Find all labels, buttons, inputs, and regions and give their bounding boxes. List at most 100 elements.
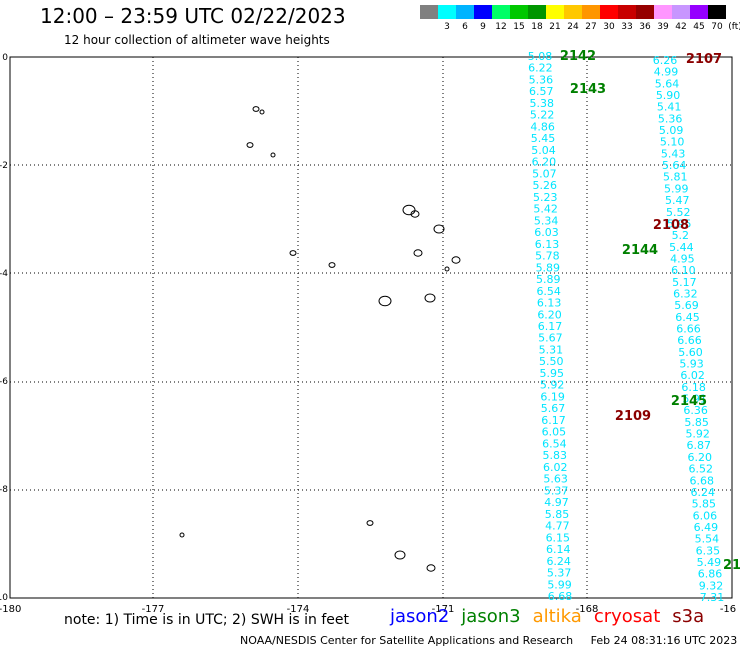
legend-label: 42	[675, 22, 687, 32]
pass-label: 21	[723, 558, 740, 573]
plot-frame	[9, 56, 733, 599]
wave-height-right: 5.54	[695, 533, 720, 546]
wave-height-left: 6.54	[536, 285, 561, 298]
wave-height-left: 6.20	[537, 308, 562, 321]
wave-height-left: 5.89	[536, 273, 561, 286]
wave-height-left: 5.78	[535, 250, 560, 263]
wave-height-right: 4.95	[670, 252, 695, 265]
wave-height-left: 5.04	[531, 144, 556, 157]
wave-height-right: 6.36	[683, 404, 708, 417]
wave-height-left: 5.83	[543, 449, 568, 462]
wave-height-right: 5.10	[660, 136, 685, 149]
legend-label: 18	[531, 22, 543, 32]
lon-tick-label: -16	[720, 604, 736, 615]
wave-height-right: 5.90	[656, 89, 681, 102]
wave-height-right: 6.26	[653, 54, 678, 67]
wave-height-left: 5.85	[545, 508, 570, 521]
legend-label: 9	[480, 22, 486, 32]
wave-height-right: 5.81	[663, 171, 688, 184]
wave-height-right: 5.43	[661, 147, 686, 160]
island-outline	[402, 204, 416, 216]
legend-label: 33	[621, 22, 633, 32]
wave-height-left: 5.50	[539, 355, 564, 368]
wave-height-left: 6.02	[543, 461, 568, 474]
wave-height-right: 5.41	[657, 101, 682, 114]
satellite-s3a: s3a	[672, 606, 705, 627]
wave-height-left: 5.67	[538, 332, 563, 345]
legend-swatch	[528, 5, 546, 19]
legend-label: 3	[444, 22, 450, 32]
island-outline	[424, 293, 436, 303]
legend-label: 27	[585, 22, 597, 32]
lon-tick-label: -171	[432, 604, 455, 615]
wave-height-left: 4.86	[530, 120, 555, 133]
island-outline	[246, 142, 254, 148]
wave-height-right: 6.06	[693, 509, 718, 522]
wave-height-right: 5.52	[666, 206, 691, 219]
wave-height-right: 5.93	[679, 358, 704, 371]
legend-swatch	[618, 5, 636, 19]
island-outline	[252, 106, 260, 112]
legend-swatch	[654, 5, 672, 19]
wave-height-left: 6.05	[542, 426, 567, 439]
wave-height-left: 5.26	[533, 179, 558, 192]
legend-swatch	[546, 5, 564, 19]
legend-swatch	[672, 5, 690, 19]
wave-height-right: 6.02	[680, 369, 705, 382]
wave-height-left: 6.22	[528, 62, 553, 75]
wave-height-right: 5.47	[665, 194, 690, 207]
credit-line: NOAA/NESDIS Center for Satellite Applica…	[240, 634, 737, 647]
wave-height-right: 6.10	[671, 264, 696, 277]
footer-note: note: 1) Time is in UTC; 2) SWH is in fe…	[64, 612, 350, 628]
wave-height-right: 6.49	[694, 521, 719, 534]
legend-swatch	[690, 5, 708, 19]
legend-label: 30	[603, 22, 615, 32]
legend-swatches	[420, 5, 740, 19]
wave-height-left: 5.42	[533, 203, 558, 216]
legend-swatch	[456, 5, 474, 19]
legend-swatch	[492, 5, 510, 19]
wave-height-left: 5.36	[529, 73, 554, 86]
satellite-jason3: jason3	[461, 606, 521, 627]
satellite-jason2: jason2	[390, 606, 450, 627]
wave-height-right: 5.95	[667, 217, 692, 230]
wave-height-left: 5.38	[529, 97, 554, 110]
lat-tick-label: -2	[0, 161, 8, 171]
wave-height-left: 4.77	[545, 520, 570, 533]
satellite-altika: altika	[532, 606, 582, 627]
lon-tick-label: -177	[142, 604, 165, 615]
wave-height-right: 9.32	[699, 579, 724, 592]
wave-height-right: 6.24	[691, 486, 716, 499]
wave-height-right: 5.49	[697, 556, 722, 569]
wave-height-right: 5.85	[692, 498, 717, 511]
legend-label: 12	[495, 22, 507, 32]
lat-tick-label: -10	[0, 593, 8, 603]
lon-tick-label: -168	[576, 604, 599, 615]
timestamp: Feb 24 08:31:16 UTC 2023	[590, 634, 738, 647]
wave-height-left: 6.19	[540, 390, 565, 403]
wave-height-right: 6.52	[689, 463, 714, 476]
wave-height-right: 5.17	[672, 276, 697, 289]
legend-swatch	[438, 5, 456, 19]
wave-height-left: 5.67	[541, 402, 566, 415]
legend-swatch	[564, 5, 582, 19]
page-subtitle: 12 hour collection of altimeter wave hei…	[64, 33, 330, 47]
wave-height-right: 5.91	[682, 393, 707, 406]
pass-label: 2144	[622, 243, 658, 258]
wave-height-right: 6.68	[690, 474, 715, 487]
lon-tick-label: -174	[287, 604, 310, 615]
wave-height-right: 5.2	[672, 229, 690, 242]
island-outline	[366, 520, 374, 526]
wave-height-right: 6.45	[675, 311, 700, 324]
pass-label: 2107	[686, 52, 722, 67]
wave-height-right: 6.32	[673, 287, 698, 300]
wave-height-right: 6.86	[698, 568, 723, 581]
wave-height-left: 6.68	[548, 590, 573, 603]
wave-height-left: 6.24	[546, 555, 571, 568]
lat-tick-label: -6	[0, 377, 8, 387]
wave-height-left: 6.57	[529, 85, 554, 98]
wave-height-right: 6.87	[686, 439, 711, 452]
wave-height-right: 5.09	[659, 124, 684, 137]
legend-label: 6	[462, 22, 468, 32]
